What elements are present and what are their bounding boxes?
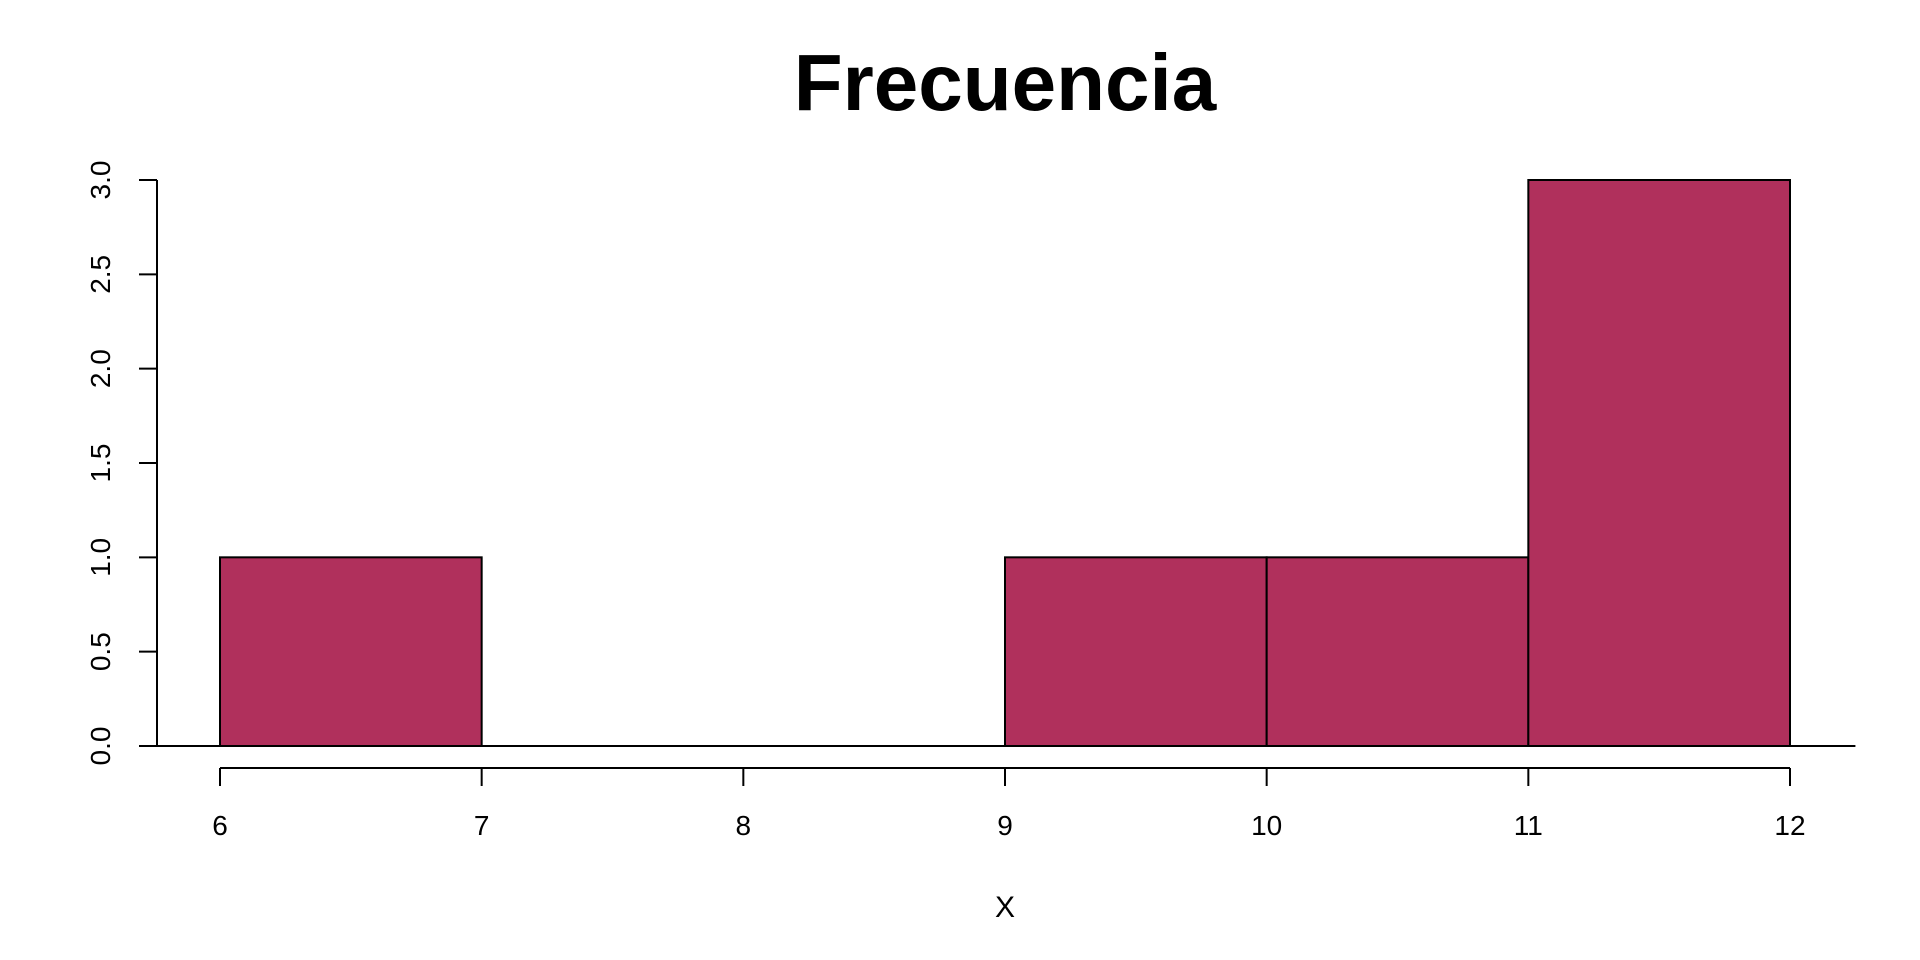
y-tick-label: 3.0 [85,161,116,200]
x-tick-label: 7 [474,810,490,841]
x-tick-label: 10 [1251,810,1282,841]
x-axis: 6 7 8 9 10 11 12 [212,767,1806,841]
x-tick-label: 9 [997,810,1013,841]
histogram-bar [1527,179,1792,747]
y-axis: 0.0 0.5 1.0 1.5 2.0 2.5 3.0 [85,161,158,766]
histogram-bar [1004,556,1268,747]
bars-group [154,179,1856,747]
x-axis-label: X [995,891,1015,924]
y-tick-label: 2.5 [85,255,116,294]
x-tick-label: 8 [736,810,752,841]
y-tick-label: 1.0 [85,538,116,577]
histogram-bar [219,556,483,747]
y-tick-label: 1.5 [85,444,116,483]
x-tick-label: 12 [1774,810,1805,841]
y-tick-label: 0.0 [85,727,116,766]
x-tick-label: 6 [212,810,228,841]
chart-title: Frecuencia [794,38,1217,127]
histogram-bar [1265,556,1530,747]
y-tick-label: 0.5 [85,632,116,671]
x-tick-label: 11 [1514,810,1543,841]
y-tick-label: 2.0 [85,349,116,388]
